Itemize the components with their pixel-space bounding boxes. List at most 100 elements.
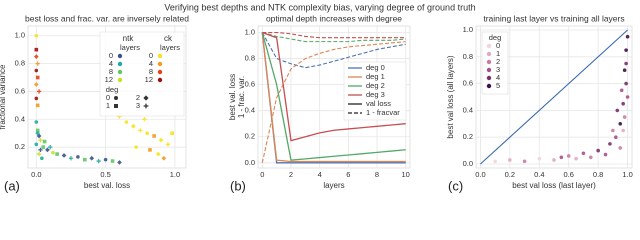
figure-title: Verifying best depths and NTK complexity…	[164, 2, 475, 12]
point	[48, 144, 53, 150]
point	[165, 142, 171, 147]
point	[40, 156, 44, 161]
point	[624, 81, 628, 86]
legend-label: deg 2	[366, 81, 385, 90]
legend-marker	[486, 75, 492, 81]
x-tick-label: 0.4	[534, 170, 544, 179]
point	[596, 148, 600, 153]
x-tick-label: 0	[260, 170, 264, 179]
x-tick-label: 6	[346, 170, 350, 179]
point	[625, 34, 630, 39]
legend-label: 12	[145, 75, 153, 84]
x-tick-label: 8	[375, 170, 379, 179]
y-axis-label: 1 - frac. var.	[237, 76, 246, 118]
legend-marker	[117, 61, 123, 67]
point	[130, 123, 136, 129]
point	[55, 152, 59, 156]
legend-label: 1	[496, 49, 500, 58]
figure: Verifying best depths and NTK complexity…	[0, 2, 633, 193]
y-tick-label: 1.0	[245, 27, 255, 36]
legend-marker	[157, 69, 163, 75]
point	[581, 151, 586, 156]
legend-marker	[157, 61, 163, 67]
legend-marker	[117, 53, 123, 59]
legend-box	[99, 31, 185, 117]
point	[33, 54, 39, 59]
y-tick-label: 1.0	[463, 25, 473, 34]
legend-label: 1	[106, 101, 110, 110]
y-tick-label: 0.2	[245, 132, 255, 141]
legend-marker	[157, 53, 163, 59]
point	[624, 48, 628, 52]
legend-group-title: ntk	[123, 34, 135, 43]
legend-marker	[143, 95, 149, 101]
point	[36, 151, 42, 157]
point	[552, 158, 556, 162]
legend-label: 5	[496, 81, 500, 90]
point	[35, 128, 40, 133]
point	[618, 121, 623, 126]
legend-title: deg	[489, 33, 502, 42]
point	[38, 137, 43, 143]
legend-marker	[143, 103, 149, 109]
dashed-line	[261, 32, 406, 69]
point	[611, 128, 615, 133]
legend-label: val loss	[366, 99, 391, 108]
x-tick-label: 0.6	[563, 170, 573, 179]
point	[161, 155, 167, 161]
point	[35, 61, 40, 66]
point	[618, 146, 623, 150]
legend-label: 8	[109, 67, 113, 76]
legend-label: 0	[496, 41, 500, 50]
point	[51, 150, 55, 155]
point	[155, 151, 161, 157]
legend-box	[343, 61, 407, 121]
x-axis-label: layers	[323, 181, 344, 190]
line	[261, 32, 406, 164]
legend-marker	[157, 77, 163, 83]
y-tick-label: 0.4	[245, 106, 255, 115]
legend-subtitle: layers	[120, 43, 140, 52]
point	[134, 145, 138, 149]
point	[622, 68, 627, 73]
x-axis-label: best val. loss	[84, 181, 130, 190]
point	[614, 135, 618, 139]
point	[45, 147, 50, 153]
legend-label: 0	[149, 51, 153, 60]
x-tick-label: 0.0	[475, 170, 485, 179]
point	[621, 128, 625, 133]
legend-marker	[117, 77, 123, 83]
legend-label: 1 - fracvar	[366, 108, 400, 117]
point	[566, 154, 571, 158]
legend-box	[481, 31, 509, 95]
point	[559, 155, 564, 160]
point	[83, 157, 87, 162]
point	[36, 133, 42, 139]
y-axis-label: best val loss (all layers)	[446, 55, 455, 138]
point	[34, 68, 39, 73]
panel-title: optimal depth increases with degree	[266, 13, 402, 23]
legend-marker	[486, 59, 492, 65]
x-tick-label: 0.8	[593, 170, 603, 179]
legend-label: 4	[496, 73, 500, 82]
x-tick-label: 0.5	[100, 170, 110, 179]
y-axis-label: best val. loss	[228, 74, 237, 120]
y-tick-label: 1.0	[15, 31, 25, 40]
point	[35, 103, 40, 108]
legend-marker	[114, 96, 118, 100]
x-tick-label: 1.0	[622, 170, 632, 179]
point	[34, 120, 39, 124]
point	[34, 47, 39, 52]
point	[603, 152, 608, 157]
panel-title: best loss and frac. var. are inversely r…	[25, 13, 189, 23]
reference-line	[480, 29, 628, 165]
legend-marker	[486, 83, 492, 89]
x-axis-label: best val loss (last layer)	[512, 181, 596, 190]
legend-label: 0	[109, 51, 113, 60]
dashed-line	[261, 41, 406, 163]
point	[89, 155, 95, 161]
point	[624, 61, 628, 66]
x-tick-label: 2	[289, 170, 293, 179]
y-tick-label: 0.0	[245, 158, 255, 167]
point	[537, 156, 542, 161]
